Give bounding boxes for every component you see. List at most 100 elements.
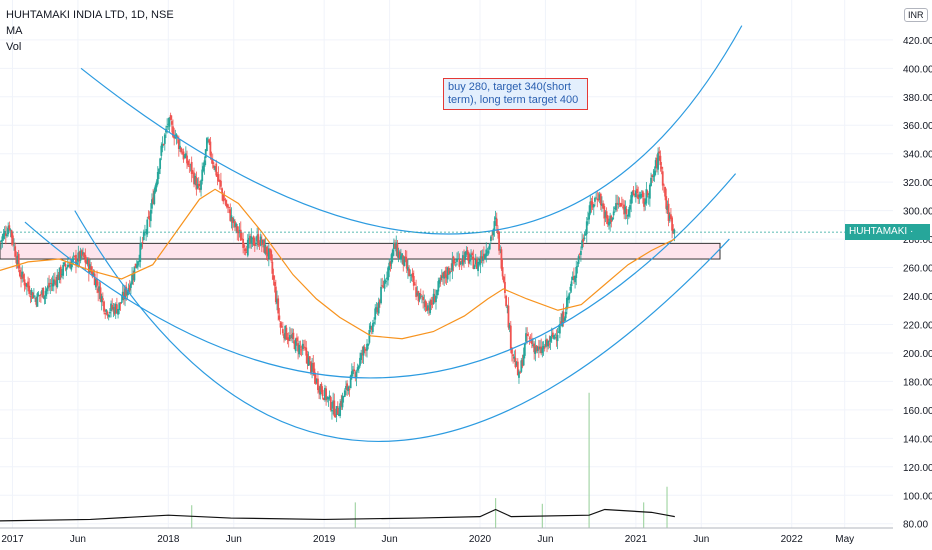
candle-body <box>338 413 340 417</box>
currency-badge[interactable]: INR <box>904 8 928 22</box>
candle-body <box>292 332 295 340</box>
candle-body <box>361 353 364 355</box>
candle-body <box>654 160 657 169</box>
candle-body <box>239 229 242 241</box>
candle-body <box>364 348 367 351</box>
candle-body <box>606 215 609 225</box>
candle-body <box>44 290 47 297</box>
candle-body <box>223 199 226 201</box>
candle-body <box>367 343 370 346</box>
candle-body <box>622 206 624 208</box>
candle-body <box>200 180 202 190</box>
candle-body <box>571 276 574 281</box>
candle-body <box>35 298 38 305</box>
candle-body <box>641 191 644 198</box>
candle-body <box>595 197 598 199</box>
candle-body <box>541 347 544 354</box>
candle-body <box>474 259 477 265</box>
candle-body <box>241 238 243 240</box>
candle-body <box>140 243 143 247</box>
candle-body <box>175 134 178 138</box>
candle-body <box>651 175 654 177</box>
candle-body <box>13 244 15 246</box>
candle-body <box>568 293 571 300</box>
candle-body <box>328 395 331 400</box>
symbol-title[interactable]: HUHTAMAKI INDIA LTD, 1D, NSE <box>6 9 174 21</box>
candle-body <box>7 228 10 235</box>
candle-body <box>327 397 330 400</box>
candle-body <box>279 322 282 328</box>
candle-body <box>490 236 492 241</box>
candle-body <box>148 216 151 220</box>
x-tick-label: Jun <box>693 534 709 545</box>
candle-body <box>395 242 398 252</box>
vol-indicator-label[interactable]: Vol <box>6 41 22 53</box>
candle-body <box>162 144 165 145</box>
candle-body <box>485 249 488 257</box>
candle-body <box>110 303 112 312</box>
candle-body <box>64 264 67 267</box>
candle-body <box>603 206 606 219</box>
candle-body <box>475 258 478 269</box>
x-tick-label: 2019 <box>313 534 336 545</box>
candle-body <box>449 271 451 274</box>
candle-body <box>639 194 642 198</box>
candle-body <box>92 273 95 276</box>
candle-body <box>75 254 77 266</box>
candle-body <box>45 288 48 292</box>
candle-body <box>139 244 142 262</box>
candle-body <box>266 252 269 257</box>
candle-body <box>146 219 149 235</box>
y-tick-label: 80.00 <box>903 520 928 531</box>
candle-body <box>90 266 93 272</box>
candle-body <box>419 294 422 296</box>
candle-body <box>209 141 212 156</box>
candle-body <box>551 332 554 338</box>
candle-body <box>246 239 249 256</box>
candle-body <box>377 301 380 314</box>
candle-body <box>159 158 162 169</box>
candle-body <box>135 265 138 268</box>
candle-body <box>457 258 460 260</box>
candle-body <box>629 205 631 210</box>
candle-body <box>15 257 18 264</box>
candle-body <box>298 344 301 355</box>
candle-body <box>456 259 458 262</box>
candle-body <box>584 233 587 236</box>
candle-body <box>646 191 649 196</box>
candle-body <box>54 279 56 281</box>
candle-body <box>385 277 388 279</box>
candle-body <box>673 229 676 234</box>
candle-body <box>347 386 350 391</box>
candle-body <box>202 166 205 171</box>
candle-body <box>38 295 41 296</box>
candle-body <box>346 383 349 391</box>
candle-body <box>619 203 622 207</box>
candle-body <box>114 304 117 313</box>
candle-body <box>437 281 440 292</box>
candle-body <box>37 294 40 296</box>
candle-body <box>128 285 131 291</box>
candle-body <box>570 281 573 287</box>
price-tag-ticker: HUHTAMAKI <box>849 226 908 238</box>
candle-body <box>154 185 157 193</box>
x-tick-label: 2017 <box>1 534 24 545</box>
x-tick-label: 2020 <box>469 534 492 545</box>
y-tick-label: 320.00 <box>903 178 932 189</box>
candle-body <box>304 347 306 349</box>
candle-body <box>594 197 596 202</box>
candle-body <box>442 272 444 278</box>
axes: 80.00 100.00 120.00 140.00 160.00 180.00 200.0… <box>0 36 932 545</box>
candle-body <box>370 327 373 330</box>
candle-body <box>278 315 281 320</box>
ma-indicator-label[interactable]: MA <box>6 25 23 37</box>
candle-body <box>412 276 415 286</box>
candle-body <box>403 256 406 266</box>
trade-note-annotation[interactable]: buy 280, target 340(short term), long te… <box>443 78 588 110</box>
candle-body <box>479 256 482 265</box>
candle-body <box>271 261 274 274</box>
candle-body <box>21 271 24 278</box>
candle-body <box>117 308 119 315</box>
y-tick-label: 380.00 <box>903 93 932 104</box>
